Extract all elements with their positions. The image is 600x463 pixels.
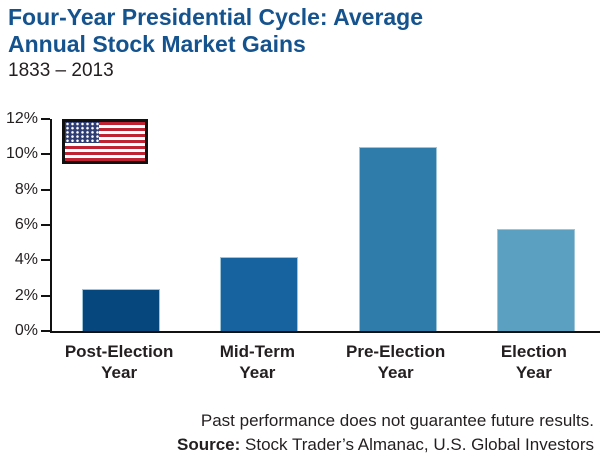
chart-title: Four-Year Presidential Cycle: Average An… [8, 4, 424, 57]
y-axis-label: 12% [5, 110, 38, 127]
y-axis-label: 6% [14, 216, 38, 233]
chart-footer: Past performance does not guarantee futu… [177, 409, 594, 457]
bar-mid-term-year [220, 256, 299, 331]
source-text: Stock Trader’s Almanac, U.S. Global Inve… [240, 435, 594, 454]
x-axis-label: Mid-Term Year [219, 342, 295, 382]
y-axis-label: 10% [5, 145, 38, 163]
us-flag-icon [62, 119, 148, 164]
y-axis-label: 4% [14, 251, 38, 269]
y-axis-tick [41, 188, 50, 191]
us-flag-canton [65, 122, 99, 143]
y-axis-tick [41, 259, 50, 262]
y-axis-tick [41, 118, 50, 120]
source-line: Source: Stock Trader’s Almanac, U.S. Glo… [177, 433, 594, 457]
bar-pre-election-year [358, 147, 437, 331]
x-axis-label: Post-Election Year [64, 342, 174, 382]
x-axis-label: Election Year [500, 342, 567, 382]
disclaimer-text: Past performance does not guarantee futu… [200, 411, 594, 430]
chart-subtitle: 1833 – 2013 [8, 60, 114, 81]
y-axis-label: 8% [14, 180, 38, 198]
y-axis-tick [41, 153, 50, 156]
bar-post-election-year [82, 288, 161, 331]
plot-area [50, 119, 600, 333]
source-label: Source: [177, 435, 241, 454]
y-axis-tick [41, 330, 50, 332]
y-axis-label: 2% [14, 286, 38, 304]
y-axis-label: 0% [14, 322, 38, 339]
x-axis-label: Pre-Election Year [346, 342, 446, 382]
y-axis-tick [41, 224, 50, 226]
bar-election-year [496, 228, 575, 331]
y-axis-tick [41, 294, 50, 297]
